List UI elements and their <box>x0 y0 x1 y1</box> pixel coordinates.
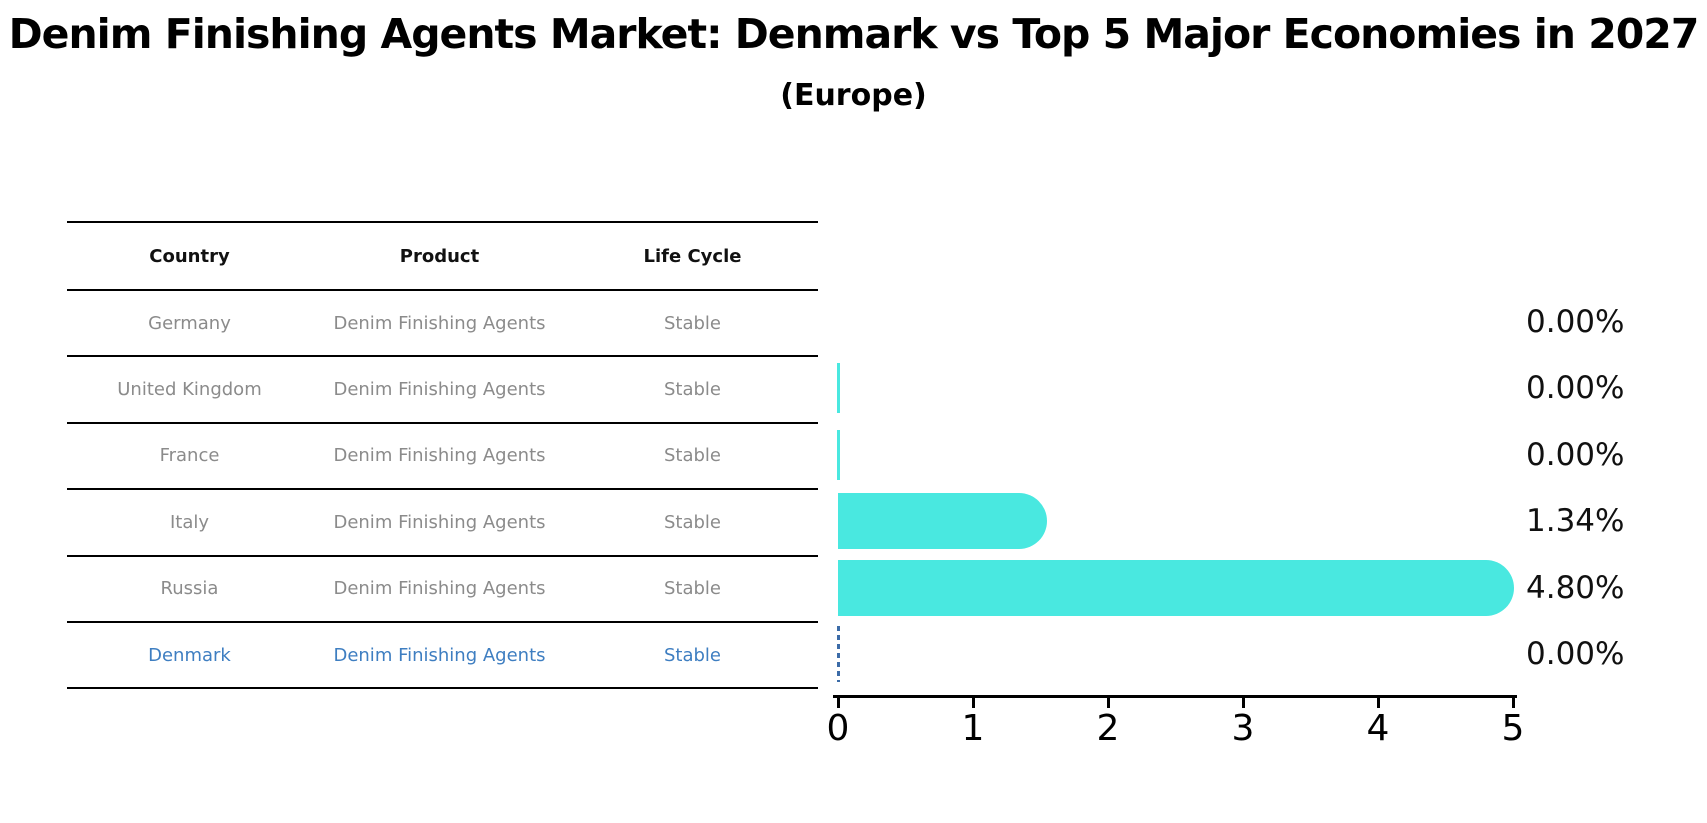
product-cell: Denim Finishing Agents <box>333 644 546 666</box>
product-cell: Denim Finishing Agents <box>333 379 546 401</box>
value-label-united-kingdom: 0.00% <box>1526 370 1625 407</box>
lifecycle-cell: Stable <box>663 379 721 401</box>
axis-tick-label: 1 <box>961 708 985 749</box>
axis-tick <box>1376 698 1380 708</box>
dashed-bar-denmark <box>837 626 840 682</box>
axis-tick-label: 0 <box>826 708 850 749</box>
product-cell: Denim Finishing Agents <box>333 445 546 467</box>
country-cell: France <box>159 445 220 467</box>
bar-italy <box>838 493 1047 550</box>
value-label-france: 0.00% <box>1526 436 1625 473</box>
country-cell: United Kingdom <box>117 379 262 401</box>
axis-tick-label: 2 <box>1096 708 1120 749</box>
table-row: France Denim Finishing Agents Stable <box>67 421 818 488</box>
table-row: United Kingdom Denim Finishing Agents St… <box>67 355 818 421</box>
value-label-germany: 0.00% <box>1526 304 1625 340</box>
axis-tick-label: 3 <box>1231 708 1255 749</box>
zero-bar-france <box>837 429 840 480</box>
lifecycle-cell: Stable <box>663 511 721 533</box>
value-label-denmark: 0.00% <box>1526 636 1625 672</box>
value-label-russia: 4.80% <box>1526 569 1625 606</box>
lifecycle-cell: Stable <box>663 644 721 666</box>
lifecycle-cell: Stable <box>663 312 721 334</box>
table-row-denmark: Denmark Denim Finishing Agents Stable <box>67 620 818 690</box>
country-table: Country Product Life Cycle Germany Denim… <box>67 221 818 690</box>
country-cell: Denmark <box>148 644 231 666</box>
product-cell: Denim Finishing Agents <box>333 578 546 600</box>
axis-tick <box>1511 698 1515 708</box>
axis-tick <box>1241 698 1245 708</box>
zero-bar-united-kingdom <box>837 363 840 414</box>
axis-tick <box>971 698 975 708</box>
lifecycle-cell: Stable <box>663 445 721 467</box>
page-title: Denim Finishing Agents Market: Denmark v… <box>8 10 1700 58</box>
axis-tick-label: 4 <box>1366 708 1390 749</box>
table-row: Germany Denim Finishing Agents Stable <box>67 289 818 355</box>
country-cell: Italy <box>169 511 210 533</box>
country-cell: Germany <box>148 312 231 334</box>
bar-russia <box>838 559 1514 616</box>
axis-tick-label: 5 <box>1501 708 1525 749</box>
column-header-country: Country <box>149 245 230 267</box>
axis-tick <box>836 698 840 708</box>
country-cell: Russia <box>160 578 219 600</box>
column-header-life-cycle: Life Cycle <box>643 245 742 267</box>
table-row: Italy Denim Finishing Agents Stable <box>67 488 818 554</box>
x-axis-line <box>833 695 1517 698</box>
table-header-row: Country Product Life Cycle <box>67 221 818 289</box>
value-label-italy: 1.34% <box>1526 503 1625 540</box>
page-subtitle: (Europe) <box>780 78 927 113</box>
axis-tick <box>1106 698 1110 708</box>
product-cell: Denim Finishing Agents <box>333 312 546 334</box>
table-row: Russia Denim Finishing Agents Stable <box>67 554 818 621</box>
product-cell: Denim Finishing Agents <box>333 511 546 533</box>
lifecycle-cell: Stable <box>663 578 721 600</box>
column-header-product: Product <box>399 245 480 267</box>
